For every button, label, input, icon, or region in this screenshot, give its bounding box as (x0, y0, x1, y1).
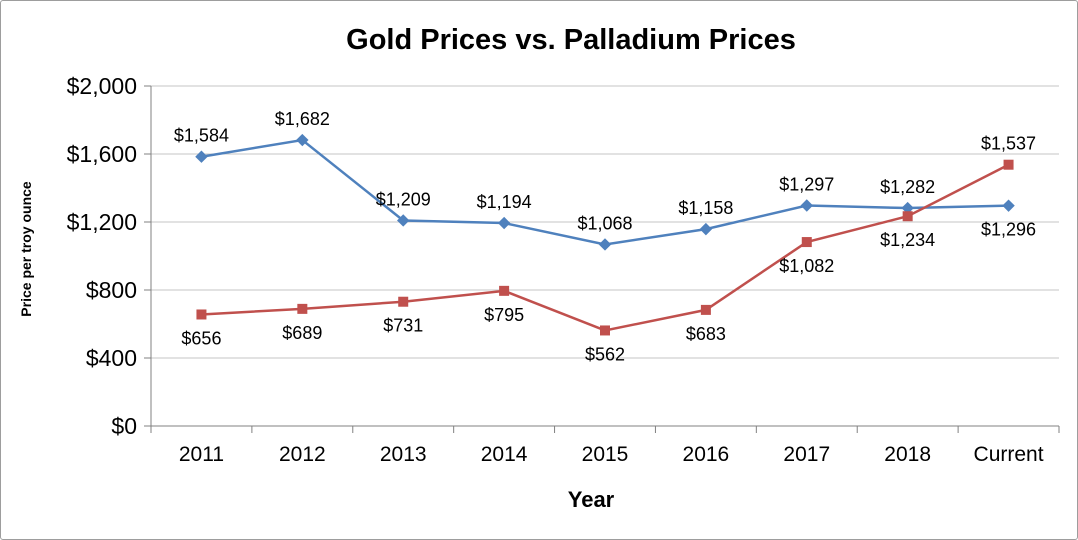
chart-title: Gold Prices vs. Palladium Prices (346, 24, 796, 56)
x-tick-label: 2011 (179, 443, 224, 466)
marker-square-palladium (1003, 159, 1014, 170)
marker-square-palladium (196, 309, 207, 320)
data-label-palladium: $1,234 (880, 230, 935, 250)
data-label-palladium: $731 (383, 316, 423, 336)
data-label-gold: $1,296 (981, 220, 1036, 240)
marker-diamond-gold (397, 214, 410, 227)
marker-diamond-gold (1002, 199, 1015, 212)
data-label-gold: $1,297 (779, 175, 834, 195)
x-tick-label: 2018 (884, 443, 931, 466)
x-tick-label: Current (974, 443, 1044, 466)
marker-square-palladium (801, 237, 812, 248)
data-label-palladium: $1,537 (981, 134, 1036, 154)
y-tick-label: $2,000 (67, 73, 137, 99)
y-axis-title: Price per troy ounce (18, 181, 34, 317)
marker-diamond-gold (296, 133, 309, 147)
data-label-gold: $1,209 (376, 189, 431, 209)
data-label-palladium: $1,082 (779, 256, 834, 276)
data-label-palladium: $562 (585, 344, 625, 364)
y-tick-label: $1,200 (67, 209, 137, 235)
marker-square-palladium (297, 303, 308, 314)
marker-square-palladium (499, 285, 510, 296)
data-label-gold: $1,682 (275, 109, 330, 129)
x-tick-label: 2017 (783, 443, 830, 466)
data-label-gold: $1,584 (174, 126, 229, 146)
plot-area: $0 $400 $800 $1,200 $1,600 $2,000 2011 2012 2013… (67, 73, 1060, 466)
y-tick-label: $0 (111, 413, 137, 439)
x-tick-label: 2013 (380, 443, 427, 466)
x-tick-label: 2015 (582, 443, 629, 466)
y-tick-label: $400 (86, 345, 137, 371)
data-label-gold: $1,282 (880, 177, 935, 197)
y-tick-label: $1,600 (67, 141, 137, 167)
data-label-palladium: $689 (282, 323, 322, 343)
marker-diamond-gold (800, 199, 813, 212)
data-label-palladium: $683 (686, 324, 726, 344)
y-tick-label: $800 (86, 277, 137, 303)
data-label-palladium: $656 (181, 328, 221, 348)
x-tick-label: 2012 (279, 443, 326, 466)
x-tick-label: 2014 (481, 443, 528, 466)
data-label-palladium: $795 (484, 305, 524, 325)
x-tick-label: 2016 (683, 443, 730, 466)
data-label-gold: $1,158 (678, 198, 733, 218)
marker-diamond-gold (195, 150, 208, 163)
marker-square-palladium (398, 296, 409, 307)
data-label-gold: $1,194 (477, 192, 532, 212)
x-axis-title: Year (568, 487, 615, 512)
marker-square-palladium (700, 304, 711, 315)
data-label-gold: $1,068 (577, 213, 632, 233)
marker-diamond-gold (598, 238, 612, 251)
marker-square-palladium (600, 325, 610, 336)
marker-diamond-gold (699, 222, 713, 236)
marker-square-palladium (902, 211, 913, 222)
marker-diamond-gold (497, 216, 511, 230)
